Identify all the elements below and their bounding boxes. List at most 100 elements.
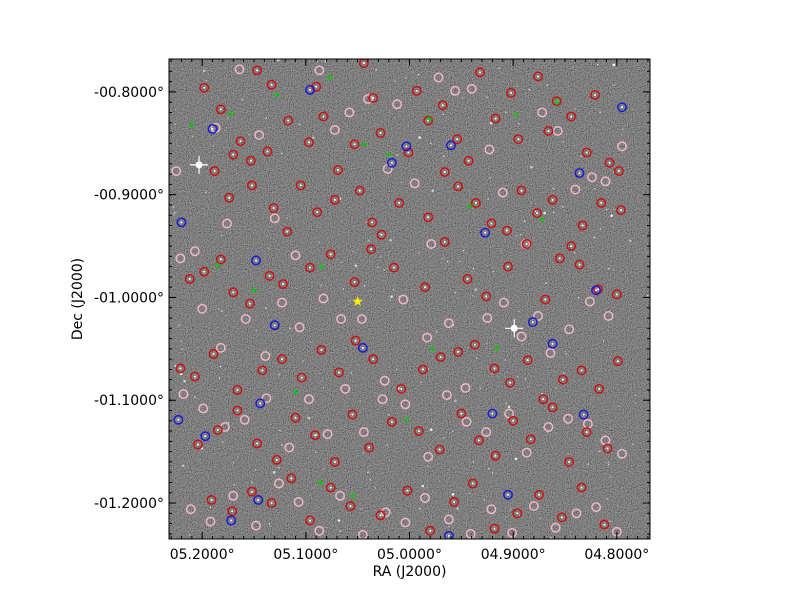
red-source-marker — [423, 212, 434, 223]
blue-source-marker — [446, 140, 456, 151]
faint-star — [597, 63, 599, 66]
faint-star — [340, 261, 342, 264]
red-source-marker — [257, 365, 268, 376]
red-source-marker — [533, 71, 543, 82]
green-source-marker — [513, 111, 520, 118]
red-source-marker — [375, 128, 386, 138]
red-source-marker-core — [379, 514, 382, 517]
red-source-marker-core — [594, 93, 597, 96]
red-source-marker-core — [542, 398, 545, 401]
faint-star — [254, 469, 257, 471]
red-source-marker-core — [537, 75, 540, 78]
y-tick-label: -01.1000° — [94, 393, 164, 409]
red-source-marker-core — [536, 212, 539, 215]
faint-star — [629, 303, 632, 306]
faint-star — [431, 189, 435, 193]
red-source-marker-core — [250, 184, 253, 187]
red-source-marker — [316, 344, 327, 355]
red-source-marker-core — [415, 89, 418, 92]
red-source-marker — [252, 438, 263, 449]
faint-star — [618, 405, 621, 407]
faint-star — [289, 433, 292, 435]
red-source-marker-core — [358, 189, 361, 192]
green-source-marker — [385, 151, 392, 158]
image-area — [168, 58, 651, 540]
red-source-marker-core — [510, 91, 513, 94]
faint-star — [265, 117, 267, 119]
pink-source-marker — [422, 332, 433, 343]
green-source-marker — [360, 141, 367, 148]
faint-star — [318, 241, 320, 244]
faint-star — [472, 268, 475, 270]
blue-source-marker-core — [491, 412, 494, 415]
faint-star — [349, 300, 352, 302]
blue-source-marker — [305, 84, 315, 95]
blue-source-marker — [251, 255, 262, 266]
red-source-marker — [366, 244, 377, 255]
red-source-marker — [295, 180, 306, 191]
red-source-marker-core — [512, 419, 515, 422]
red-source-marker-core — [188, 277, 191, 280]
red-source-marker — [334, 367, 344, 378]
faint-star — [374, 487, 376, 489]
faint-star — [189, 534, 191, 536]
faint-stars — [172, 59, 649, 539]
pink-source-marker — [344, 107, 355, 118]
pink-source-marker — [329, 124, 340, 135]
faint-star — [435, 330, 438, 333]
faint-star — [598, 370, 600, 373]
blue-source-marker-core — [531, 321, 534, 324]
faint-star — [220, 234, 223, 237]
faint-star — [612, 226, 615, 228]
red-source-marker — [278, 279, 288, 290]
red-source-marker — [486, 218, 497, 229]
red-source-marker — [551, 96, 562, 107]
faint-star — [396, 368, 398, 371]
faint-star — [607, 463, 610, 466]
red-source-marker-core — [353, 143, 356, 146]
red-source-marker-core — [580, 486, 583, 489]
red-source-marker-core — [270, 83, 273, 86]
faint-star — [442, 160, 444, 162]
red-source-marker-core — [248, 302, 251, 305]
blue-source-marker — [269, 320, 280, 331]
y-tick-label: -01.0000° — [94, 290, 164, 306]
red-source-marker — [305, 262, 315, 273]
red-source-marker-core — [193, 375, 196, 378]
red-source-marker-core — [316, 211, 319, 214]
green-source-marker — [188, 121, 195, 128]
red-source-marker — [594, 383, 605, 394]
green-source-marker — [228, 110, 235, 117]
blue-source-marker-core — [255, 259, 258, 262]
red-source-marker — [264, 270, 275, 281]
red-source-marker-core — [210, 498, 213, 501]
blue-source-marker-core — [551, 342, 554, 345]
pink-source-marker — [318, 293, 329, 304]
faint-star — [302, 360, 305, 362]
red-source-marker — [189, 371, 200, 382]
faint-star — [376, 266, 379, 268]
red-source-marker-core — [286, 230, 289, 233]
red-source-marker-core — [525, 243, 528, 246]
faint-star — [647, 433, 649, 435]
faint-star — [430, 142, 432, 144]
faint-star — [587, 463, 589, 465]
faint-star — [443, 437, 445, 439]
red-source-marker-core — [516, 512, 519, 515]
faint-star — [232, 462, 235, 464]
pink-source-marker — [392, 99, 403, 110]
red-source-marker-core — [585, 151, 588, 154]
red-source-marker-core — [392, 266, 395, 269]
faint-star — [383, 269, 385, 271]
faint-star — [322, 387, 324, 389]
red-source-marker — [516, 185, 527, 196]
faint-star — [369, 479, 371, 481]
faint-star — [469, 492, 471, 495]
faint-star — [516, 85, 519, 88]
red-source-marker — [212, 425, 223, 435]
faint-star — [567, 453, 569, 455]
red-source-marker-core — [236, 409, 239, 412]
faint-star — [486, 342, 488, 345]
blue-source-marker — [253, 494, 264, 505]
faint-star — [218, 377, 221, 379]
